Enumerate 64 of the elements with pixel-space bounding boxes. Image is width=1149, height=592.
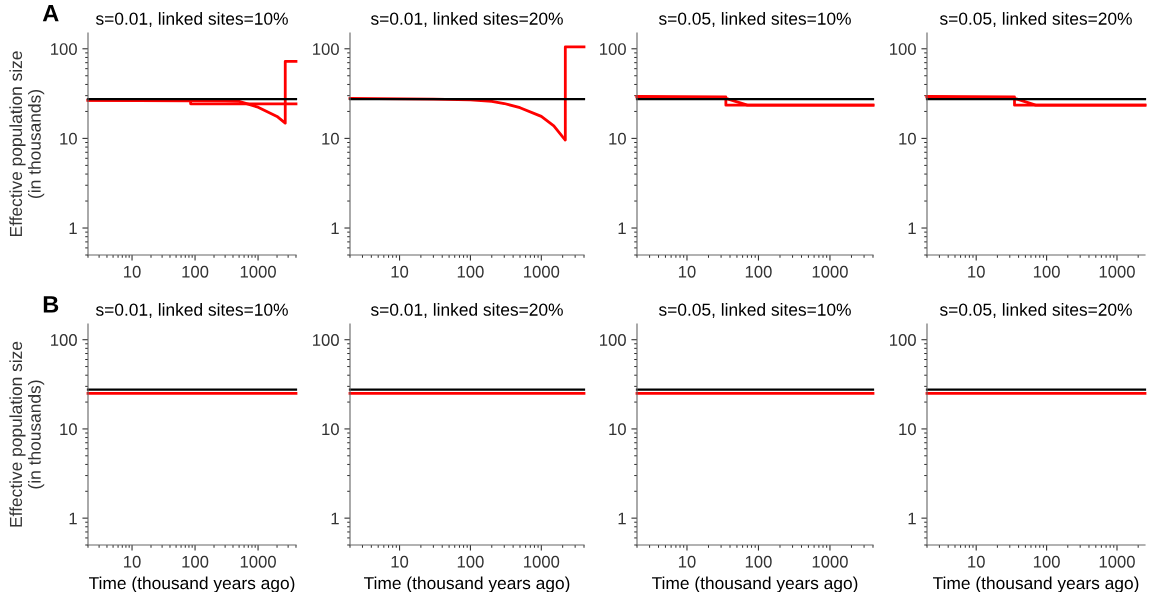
x-tick-label: 1000 (812, 555, 848, 568)
y-tick-label: 1 (908, 512, 916, 525)
x-tick-label: 1000 (240, 555, 276, 568)
chart-title: s=0.05, linked sites=20% (939, 12, 1132, 27)
chart-title: s=0.05, linked sites=20% (939, 303, 1132, 318)
y-tick-label: 1 (69, 512, 77, 525)
x-axis-title: Time (thousand years ago) (932, 576, 1139, 592)
chart-title: s=0.01, linked sites=10% (95, 12, 288, 27)
x-tick-label: 1000 (524, 265, 560, 278)
x-tick-label: 100 (1033, 555, 1060, 568)
y-tick-label: 100 (51, 334, 77, 346)
x-tick-label: 1000 (240, 265, 276, 278)
y-tick-label: 100 (890, 334, 916, 346)
y-tick-label: 10 (899, 132, 916, 145)
chart-title: s=0.01, linked sites=10% (95, 303, 288, 318)
y-tick-label: 1 (331, 222, 339, 235)
y-tick-label: 10 (60, 132, 77, 145)
x-tick-label: 1000 (1099, 265, 1135, 278)
y-tick-label: 10 (609, 423, 626, 436)
text: B (43, 296, 59, 313)
y-tick-label: 1 (331, 512, 339, 525)
y-tick-label: 100 (313, 334, 339, 346)
x-tick-label: 10 (391, 265, 409, 278)
x-tick-label: 100 (182, 265, 209, 278)
chart-title: s=0.05, linked sites=10% (658, 12, 851, 27)
y-tick-label: 100 (890, 43, 916, 55)
y-tick-label: 1 (618, 512, 626, 525)
x-tick-label: 100 (182, 555, 209, 568)
x-tick-label: 100 (457, 265, 484, 278)
y-axis-title: Effective population size (in thousands) (9, 341, 45, 527)
x-tick-label: 10 (124, 265, 141, 278)
text: A (42, 5, 59, 22)
x-axis-title: Time (thousand years ago) (651, 576, 858, 592)
x-tick-label: 100 (457, 555, 484, 568)
x-tick-label: 1000 (524, 555, 560, 568)
x-tick-label: 100 (745, 265, 772, 278)
chart-title: s=0.01, linked sites=20% (370, 12, 563, 27)
y-tick-label: 10 (322, 132, 339, 145)
x-tick-label: 10 (968, 555, 985, 568)
x-tick-label: 10 (678, 265, 696, 278)
y-tick-label: 1 (69, 222, 77, 235)
y-tick-label: 100 (313, 43, 339, 55)
x-tick-label: 10 (124, 555, 141, 568)
x-tick-label: 10 (391, 555, 409, 568)
x-tick-label: 100 (1033, 265, 1060, 278)
y-tick-label: 100 (600, 334, 626, 346)
y-tick-label: 10 (899, 423, 916, 436)
x-tick-label: 1000 (812, 265, 848, 278)
y-tick-label: 1 (908, 222, 916, 235)
x-axis-title: Time (thousand years ago) (363, 576, 570, 592)
y-tick-label: 10 (322, 423, 339, 436)
chart-title: s=0.05, linked sites=10% (658, 303, 851, 318)
x-tick-label: 1000 (1099, 555, 1135, 568)
x-axis-title: Time (thousand years ago) (88, 576, 295, 592)
x-tick-label: 10 (968, 265, 985, 278)
y-tick-label: 10 (60, 423, 77, 436)
x-tick-label: 10 (678, 555, 696, 568)
y-axis-title: Effective population size (in thousands) (9, 51, 45, 237)
y-tick-label: 100 (600, 43, 626, 55)
chart-title: s=0.01, linked sites=20% (370, 303, 563, 318)
x-tick-label: 100 (745, 555, 772, 568)
y-tick-label: 1 (618, 222, 626, 235)
y-tick-label: 100 (51, 43, 77, 55)
y-tick-label: 10 (609, 132, 626, 145)
